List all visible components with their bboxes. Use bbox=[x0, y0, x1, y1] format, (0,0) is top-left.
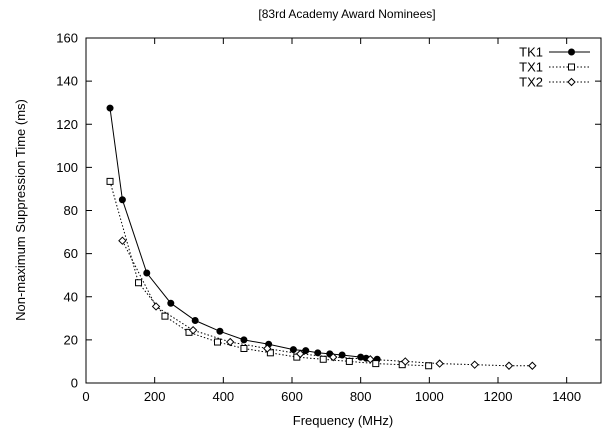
legend-item: TX1 bbox=[519, 60, 590, 75]
data-point bbox=[425, 362, 433, 370]
data-point bbox=[240, 345, 248, 352]
data-point bbox=[314, 349, 322, 357]
plot-area bbox=[85, 37, 602, 384]
y-tick-label: 120 bbox=[56, 117, 78, 132]
data-point bbox=[401, 357, 410, 366]
x-tick-label: 600 bbox=[281, 389, 303, 404]
data-point bbox=[143, 269, 151, 277]
legend-label: TX1 bbox=[519, 60, 543, 75]
series-tx1 bbox=[106, 177, 433, 370]
x-tick-label: 200 bbox=[144, 389, 166, 404]
data-point bbox=[366, 355, 375, 364]
data-point bbox=[118, 196, 126, 204]
x-axis-title: Frequency (MHz) bbox=[293, 413, 393, 428]
data-point bbox=[435, 359, 444, 368]
data-point bbox=[167, 299, 175, 307]
data-point bbox=[106, 177, 114, 185]
data-point bbox=[289, 346, 297, 354]
y-tick-label: 20 bbox=[64, 332, 78, 347]
x-tick-label: 400 bbox=[212, 389, 234, 404]
data-point bbox=[338, 351, 346, 359]
data-point bbox=[216, 327, 224, 335]
data-point bbox=[504, 361, 514, 370]
y-axis-title: Non-maximum Suppression Time (ms) bbox=[13, 99, 28, 321]
series-line bbox=[109, 108, 378, 360]
data-point bbox=[213, 338, 221, 346]
data-point bbox=[528, 361, 537, 370]
x-axis: 0 200 400 600 800 1000 1200 1400 bbox=[82, 38, 581, 404]
y-axis: 0 20 40 60 80 100 120 140 160 bbox=[56, 31, 601, 391]
x-tick-label: 1400 bbox=[552, 389, 581, 404]
data-point bbox=[191, 316, 199, 324]
legend-item: TK1 bbox=[519, 45, 590, 60]
data-point bbox=[135, 279, 143, 287]
data-point bbox=[328, 352, 338, 362]
legend-item: TX2 bbox=[519, 75, 590, 90]
data-point bbox=[266, 349, 274, 357]
data-point bbox=[151, 302, 161, 311]
legend-marker bbox=[568, 63, 575, 71]
data-point bbox=[263, 344, 272, 353]
y-tick-label: 40 bbox=[64, 289, 78, 304]
data-point bbox=[296, 349, 305, 359]
data-point bbox=[319, 355, 327, 363]
x-tick-label: 0 bbox=[82, 389, 89, 404]
y-tick-label: 60 bbox=[64, 246, 78, 261]
y-tick-label: 140 bbox=[56, 74, 78, 89]
series-layer bbox=[106, 104, 537, 370]
data-point bbox=[225, 337, 235, 347]
x-tick-label: 1000 bbox=[415, 389, 444, 404]
data-point bbox=[188, 325, 198, 335]
data-point bbox=[345, 357, 353, 365]
data-point bbox=[302, 347, 310, 355]
data-point bbox=[118, 236, 127, 245]
data-point bbox=[161, 312, 169, 320]
y-tick-label: 100 bbox=[56, 160, 78, 175]
data-point bbox=[240, 336, 248, 344]
data-point bbox=[106, 104, 114, 112]
y-tick-label: 0 bbox=[71, 376, 78, 391]
legend-label: TK1 bbox=[519, 45, 543, 60]
series-line bbox=[121, 240, 533, 367]
legend-label: TX2 bbox=[519, 75, 543, 90]
data-point bbox=[470, 360, 479, 369]
legend-marker bbox=[568, 48, 575, 56]
x-tick-label: 800 bbox=[350, 389, 372, 404]
series-line bbox=[109, 181, 429, 367]
y-tick-label: 80 bbox=[64, 203, 78, 218]
x-tick-label: 1200 bbox=[484, 389, 513, 404]
legend-marker bbox=[567, 77, 576, 87]
chart-title: [83rd Academy Award Nominees] bbox=[258, 7, 435, 21]
y-tick-label: 160 bbox=[56, 31, 78, 46]
series-tx2 bbox=[118, 236, 537, 370]
data-point bbox=[372, 360, 380, 368]
series-tk1 bbox=[106, 104, 381, 363]
